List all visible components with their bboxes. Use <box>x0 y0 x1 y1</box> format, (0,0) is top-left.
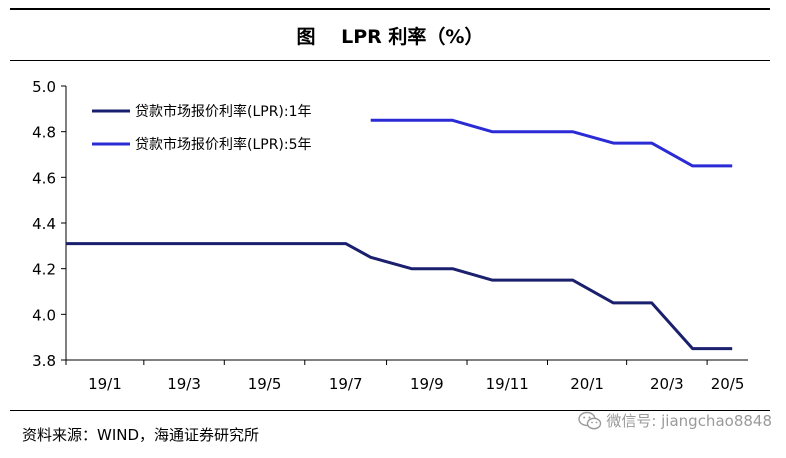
source-note: 资料来源：WIND，海通证券研究所 <box>22 426 260 444</box>
x-tick-label: 19/3 <box>167 375 201 393</box>
y-tick-label: 4.4 <box>32 215 56 233</box>
x-tick-label: 19/9 <box>410 375 444 393</box>
y-tick-label: 4.6 <box>32 169 56 187</box>
legend-label-2: 贷款市场报价利率(LPR):5年 <box>135 136 312 153</box>
x-tick-label: 19/7 <box>329 375 363 393</box>
x-tick-label: 19/1 <box>88 375 122 393</box>
legend-label-1: 贷款市场报价利率(LPR):1年 <box>135 103 312 120</box>
x-tick-label: 20/1 <box>570 375 604 393</box>
y-tick-label: 3.8 <box>32 352 56 370</box>
bottom-rule <box>10 410 770 411</box>
wechat-icon <box>578 411 602 429</box>
y-tick-label: 5.0 <box>32 78 56 96</box>
watermark: 微信号: jiangchao8848 <box>578 410 772 431</box>
y-tick-label: 4.0 <box>32 306 56 324</box>
watermark-text: 微信号: jiangchao8848 <box>606 412 772 430</box>
y-tick-label: 4.8 <box>32 124 56 142</box>
x-tick-label: 20/3 <box>650 375 684 393</box>
chart-title: 图 LPR 利率（%） <box>296 26 484 48</box>
y-tick-label: 4.2 <box>32 261 56 279</box>
x-tick-label: 19/11 <box>486 375 529 393</box>
title-rule <box>10 60 770 61</box>
x-tick-label: 19/5 <box>248 375 282 393</box>
series-line-2 <box>370 118 733 168</box>
x-tick-label: 20/5 <box>711 375 745 393</box>
top-rule <box>10 8 770 10</box>
series-line-1 <box>66 242 733 351</box>
